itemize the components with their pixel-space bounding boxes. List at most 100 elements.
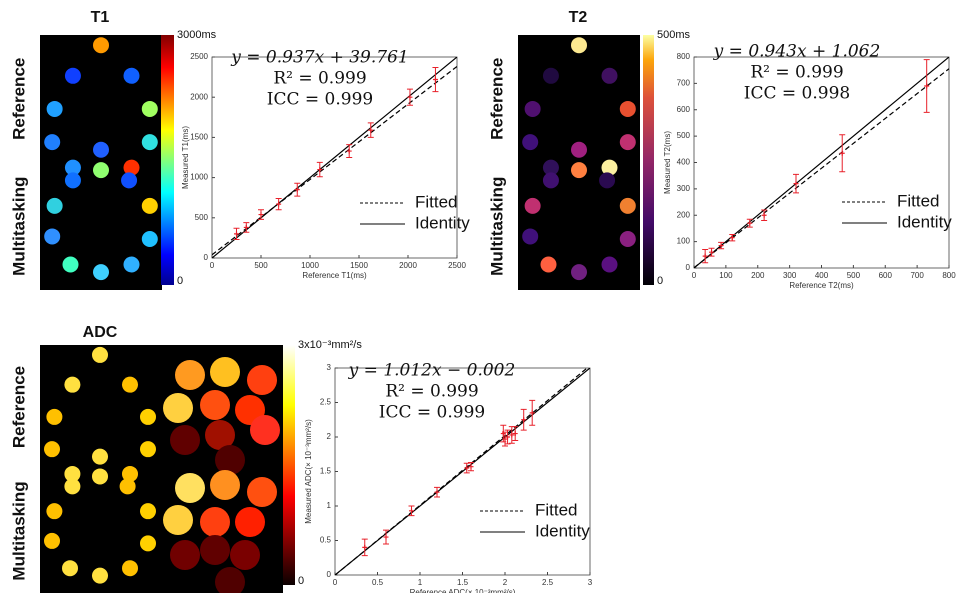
colorbar-min-label: 0 <box>657 275 663 287</box>
phantom-vial <box>140 503 156 519</box>
phantom-vial <box>93 264 109 280</box>
icc: ICC = 0.998 <box>744 84 850 104</box>
phantom-vial <box>64 377 80 393</box>
phantom-vial <box>620 198 636 214</box>
phantom-vial <box>525 198 541 214</box>
x-tick-label: 1.5 <box>457 578 469 587</box>
x-tick-label: 2500 <box>448 261 466 270</box>
row-label: Reference <box>487 58 506 140</box>
phantom-vial <box>210 470 240 500</box>
phantom-vial <box>44 134 60 150</box>
phantom-vial <box>142 198 158 214</box>
colorbar <box>161 35 174 285</box>
y-tick-label: 2 <box>327 432 332 441</box>
phantom-vial <box>571 37 587 53</box>
x-tick-label: 0 <box>333 578 338 587</box>
phantom-vial <box>62 560 78 576</box>
equation: y = 0.943x + 1.062 <box>713 42 881 62</box>
legend-label: Identity <box>897 212 952 231</box>
colorbar-max-label: 3x10⁻³mm²/s <box>298 339 362 351</box>
y-tick-label: 1000 <box>190 173 208 182</box>
phantom-vial <box>46 503 62 519</box>
row-label: Multitasking <box>487 177 506 276</box>
phantom-vial <box>140 441 156 457</box>
x-tick-label: 1000 <box>301 261 319 270</box>
phantom-vial <box>235 507 265 537</box>
phantom-vial <box>93 37 109 53</box>
y-tick-label: 100 <box>677 237 691 246</box>
phantom-vial <box>522 228 538 244</box>
phantom-vial <box>163 393 193 423</box>
r-squared: R² = 0.999 <box>273 69 366 89</box>
phantom-vial <box>121 172 137 188</box>
phantom-vial <box>200 535 230 565</box>
legend-label: Fitted <box>415 192 458 211</box>
phantom-vial <box>44 441 60 457</box>
x-tick-label: 0 <box>210 261 215 270</box>
phantom-vial <box>175 473 205 503</box>
phantom-vial <box>620 101 636 117</box>
phantom-vial <box>215 445 245 475</box>
phantom-vial <box>122 377 138 393</box>
phantom-vial <box>571 162 587 178</box>
row-label: Reference <box>9 366 28 448</box>
y-tick-label: 600 <box>677 105 691 114</box>
x-tick-label: 2.5 <box>542 578 554 587</box>
y-axis-label: Measured T2(ms) <box>663 131 672 194</box>
phantom-vial <box>120 478 136 494</box>
phantom-vial <box>92 568 108 584</box>
phantom-vial <box>142 231 158 247</box>
colorbar-min-label: 0 <box>177 275 183 287</box>
y-tick-label: 400 <box>677 158 691 167</box>
x-tick-label: 300 <box>783 271 797 280</box>
y-tick-label: 2.5 <box>320 398 332 407</box>
phantom-vial <box>599 172 615 188</box>
legend-label: Fitted <box>535 500 578 519</box>
phantom-vial <box>247 365 277 395</box>
phantom-vial <box>571 142 587 158</box>
y-tick-label: 2000 <box>190 92 208 101</box>
x-tick-label: 2000 <box>399 261 417 270</box>
phantom-vial <box>620 231 636 247</box>
x-tick-label: 2 <box>503 578 508 587</box>
colorbar-max-label: 500ms <box>657 29 691 41</box>
phantom-vial <box>142 101 158 117</box>
x-axis-label: Reference T1(ms) <box>302 271 367 280</box>
legend-label: Fitted <box>897 191 940 210</box>
y-tick-label: 1 <box>327 501 332 510</box>
x-tick-label: 400 <box>815 271 829 280</box>
phantom-vial <box>140 535 156 551</box>
colorbar-min-label: 0 <box>298 575 304 587</box>
phantom-vial <box>44 228 60 244</box>
phantom-vial <box>63 257 79 273</box>
x-tick-label: 500 <box>847 271 861 280</box>
phantom-vial <box>170 540 200 570</box>
icc: ICC = 0.999 <box>379 403 485 423</box>
y-tick-label: 0 <box>204 253 209 262</box>
phantom-vial <box>230 540 260 570</box>
phantom-vial <box>93 142 109 158</box>
x-tick-label: 3 <box>588 578 593 587</box>
y-tick-label: 0 <box>686 263 691 272</box>
phantom-vial <box>541 257 557 273</box>
phantom-vial <box>210 357 240 387</box>
row-label: Multitasking <box>9 481 28 580</box>
y-tick-label: 500 <box>195 213 209 222</box>
phantom-vial <box>522 134 538 150</box>
phantom-vial <box>602 257 618 273</box>
phantom-vial <box>247 477 277 507</box>
x-tick-label: 800 <box>942 271 956 280</box>
phantom-vial <box>92 347 108 363</box>
y-tick-label: 500 <box>677 131 691 140</box>
legend-label: Identity <box>535 521 590 540</box>
phantom-vial <box>543 68 559 84</box>
icc: ICC = 0.999 <box>267 90 373 110</box>
phantom-vial <box>65 172 81 188</box>
y-tick-label: 1.5 <box>320 467 332 476</box>
phantom-vial <box>571 264 587 280</box>
phantom-vial <box>124 68 140 84</box>
y-tick-label: 200 <box>677 210 691 219</box>
y-axis-label: Measured T1(ms) <box>181 126 190 189</box>
phantom-vial <box>92 449 108 465</box>
y-axis-label: Measured ADC(× 10⁻³mm²/s) <box>304 419 313 524</box>
